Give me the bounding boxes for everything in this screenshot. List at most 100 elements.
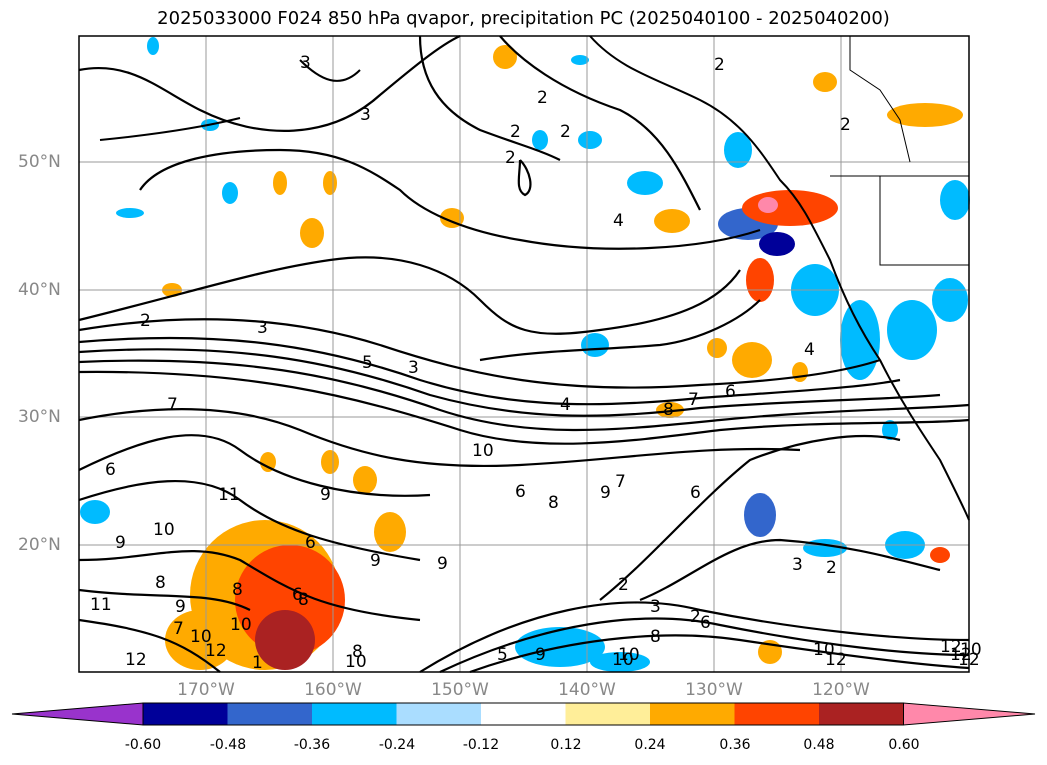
lat-label-30: 30°N <box>18 407 61 427</box>
contour-label: 2 <box>140 311 151 331</box>
qvapor-contours <box>78 34 970 674</box>
colorbar-segment <box>565 703 651 725</box>
coastlines <box>99 35 970 521</box>
contour-label: 3 <box>408 358 419 378</box>
colorbar-segment <box>650 703 735 725</box>
contour-label: 6 <box>690 483 701 503</box>
colorbar-tick: 0.48 <box>803 737 835 753</box>
contour-label: 1 <box>252 653 263 673</box>
contour-label: 9 <box>370 551 381 571</box>
contour-label: 9 <box>320 485 331 505</box>
colorbar-extend-left <box>11 702 144 726</box>
contour-label: 8 <box>548 493 559 513</box>
contour-label: 4 <box>613 211 624 231</box>
contour-label: 9 <box>535 645 546 665</box>
colorbar-segment <box>227 703 313 725</box>
border-lines <box>830 36 969 266</box>
contour-label: 2 <box>505 148 516 168</box>
lon-label-150w: 150°W <box>431 680 489 700</box>
contour-label: 3 <box>360 105 371 125</box>
colorbar-tick: -0.36 <box>293 737 331 753</box>
contour-label: 12 <box>205 641 227 661</box>
contour-label: 8 <box>232 580 243 600</box>
lon-label-120w: 120°W <box>812 680 870 700</box>
contour-label: 10 <box>960 640 982 660</box>
lat-label-40: 40°N <box>18 280 61 300</box>
contour-label: 8 <box>663 400 674 420</box>
contour-label: 6 <box>105 460 116 480</box>
colorbar-extend-right <box>903 702 1036 726</box>
contour-label: 7 <box>167 395 178 415</box>
contour-label: 5 <box>362 353 373 373</box>
contour-label: 10 <box>190 627 212 647</box>
colorbar-segment <box>481 703 566 725</box>
contour-label: 8 <box>155 573 166 593</box>
lat-label-20: 20°N <box>18 535 61 555</box>
contour-label: 2 <box>537 88 548 108</box>
colorbar-tick: 0.60 <box>888 737 920 753</box>
contour-label: 10 <box>230 615 252 635</box>
contour-label: 7 <box>615 472 626 492</box>
contour-label: 5 <box>497 645 508 665</box>
colorbar-segment <box>143 703 228 725</box>
lon-label-160w: 160°W <box>304 680 362 700</box>
contour-label: 7 <box>688 390 699 410</box>
colorbar-segment <box>312 703 397 725</box>
colorbar-tick: -0.48 <box>209 737 247 753</box>
contour-label: 9 <box>437 554 448 574</box>
contour-label: 2 <box>618 575 629 595</box>
contour-label: 10 <box>345 652 367 672</box>
colorbar-tick: -0.12 <box>462 737 500 753</box>
colorbar-segment <box>396 703 482 725</box>
lat-label-50: 50°N <box>18 152 61 172</box>
contour-label: 8 <box>650 627 661 647</box>
contour-label: 6 <box>292 585 303 605</box>
contour-label: 6 <box>515 482 526 502</box>
contour-label: 12 <box>125 650 147 670</box>
contour-label: 7 <box>173 619 184 639</box>
contour-label: 9 <box>600 483 611 503</box>
lon-label-170w: 170°W <box>177 680 235 700</box>
contour-label: 12 <box>950 645 972 665</box>
contour-label: 12 <box>940 637 962 657</box>
contour-label: 10 <box>153 520 175 540</box>
lon-label-140w: 140°W <box>558 680 616 700</box>
contour-label: 10 <box>612 650 634 670</box>
contour-label: 10 <box>472 441 494 461</box>
colorbar-tick: 0.36 <box>719 737 751 753</box>
colorbar-tick: -0.24 <box>378 737 416 753</box>
contour-label: 9 <box>175 597 186 617</box>
contour-label: 2 <box>840 115 851 135</box>
contour-label: 3 <box>650 597 661 617</box>
map-title: 2025033000 F024 850 hPa qvapor, precipit… <box>157 8 890 29</box>
contour-label: 6 <box>700 613 711 633</box>
contour-label: 2 <box>714 55 725 75</box>
contour-label: 3 <box>300 53 311 73</box>
plot-frame <box>78 35 970 673</box>
contour-label: 8 <box>298 590 309 610</box>
colorbar-segment <box>819 703 904 725</box>
contour-label: 10 <box>618 645 640 665</box>
precip-shading <box>80 37 970 672</box>
contour-label: 2 <box>510 122 521 142</box>
colorbar <box>11 702 1036 726</box>
contour-label: 4 <box>560 395 571 415</box>
contour-label: 2 <box>560 122 571 142</box>
contour-label: 9 <box>115 533 126 553</box>
contour-label: 11 <box>218 485 240 505</box>
colorbar-tick: 0.12 <box>550 737 582 753</box>
contour-label: 6 <box>725 382 736 402</box>
contour-label: 12 <box>825 650 847 670</box>
contour-label: 8 <box>352 642 363 662</box>
colorbar-tick: -0.60 <box>124 737 162 753</box>
contour-label: 10 <box>813 640 835 660</box>
contour-label: 2 <box>690 607 701 627</box>
colorbar-tick: 0.24 <box>634 737 666 753</box>
lon-label-130w: 130°W <box>685 680 743 700</box>
contour-label: 4 <box>804 340 815 360</box>
contour-label: 11 <box>90 595 112 615</box>
contour-label: 3 <box>257 318 268 338</box>
contour-label: 6 <box>305 533 316 553</box>
contour-label: 3 <box>792 555 803 575</box>
